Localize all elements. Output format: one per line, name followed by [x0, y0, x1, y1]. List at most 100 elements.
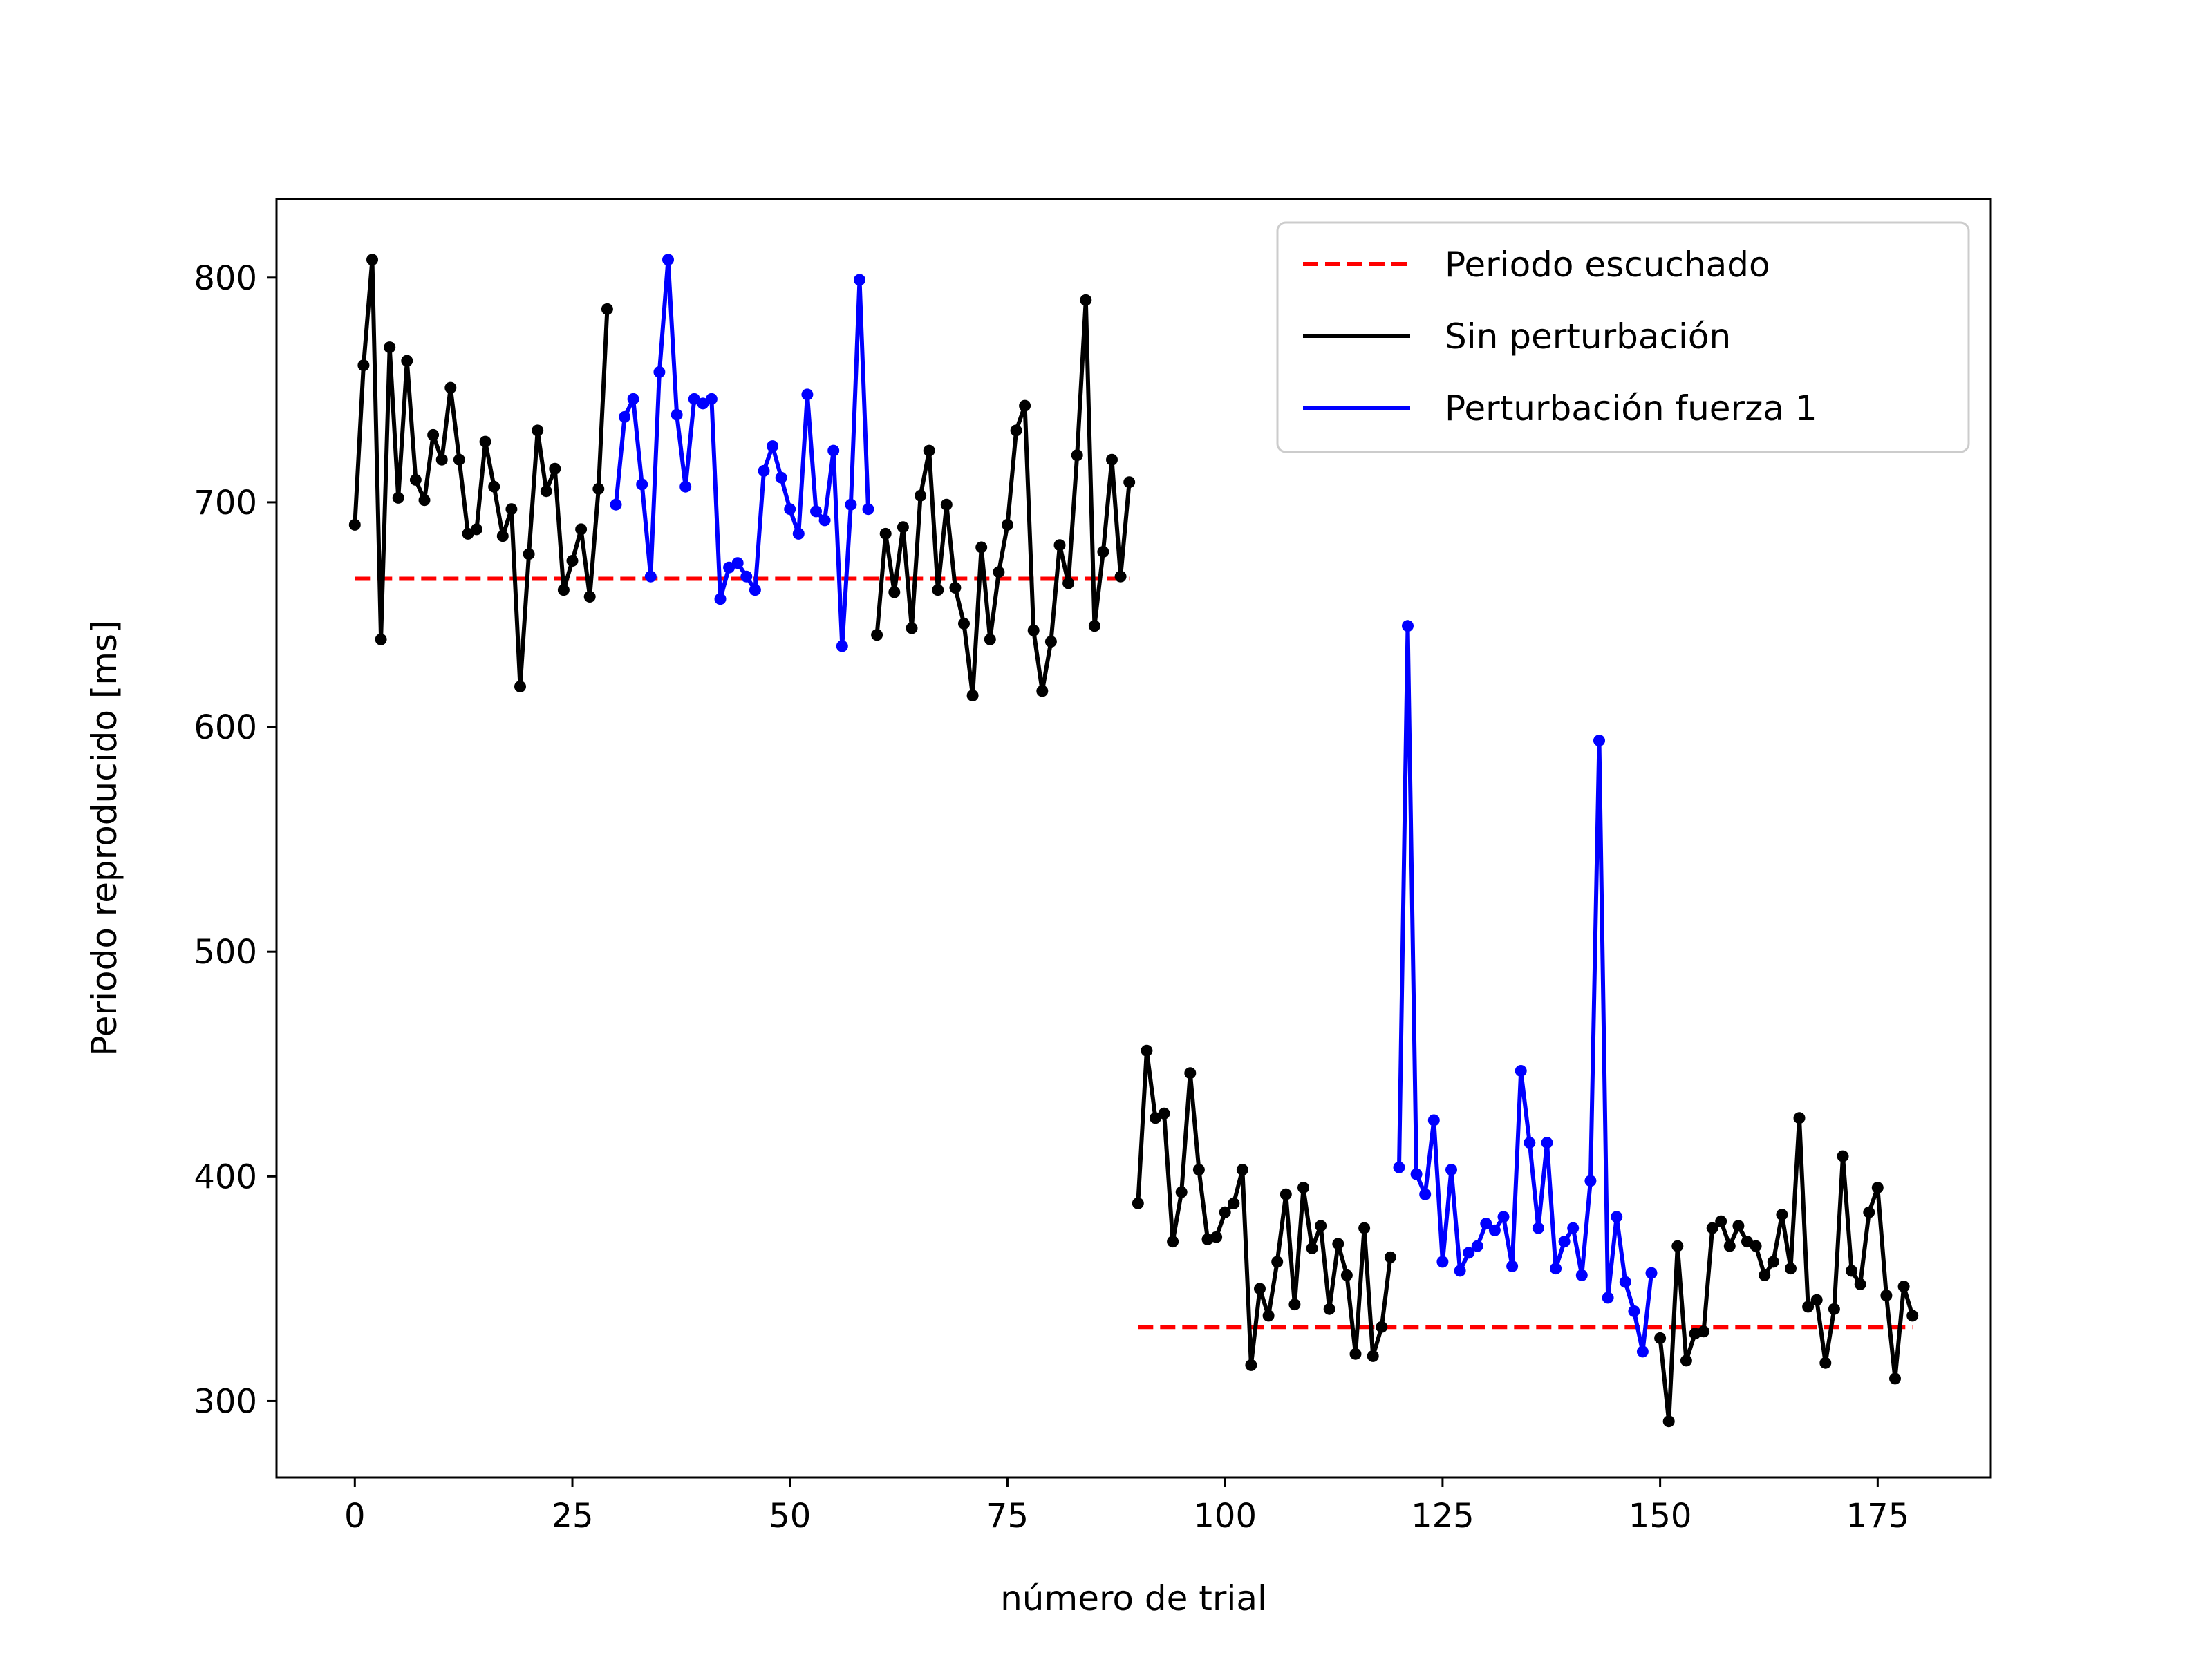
data-point	[496, 530, 509, 542]
data-point	[1567, 1222, 1580, 1234]
data-point	[566, 555, 579, 567]
data-point	[1210, 1231, 1223, 1243]
data-point	[1723, 1240, 1736, 1252]
data-point	[1654, 1332, 1667, 1344]
data-point	[792, 527, 805, 540]
data-point	[1044, 636, 1057, 648]
data-point	[575, 523, 588, 536]
x-tick-label: 75	[986, 1497, 1029, 1536]
data-point	[427, 428, 440, 441]
data-point	[1071, 449, 1083, 462]
data-point	[879, 527, 892, 540]
y-axis-label: Periodo reproducido [ms]	[84, 620, 124, 1056]
data-point	[1036, 685, 1049, 697]
data-point	[644, 570, 657, 583]
data-point	[453, 453, 465, 466]
data-point	[818, 514, 831, 527]
data-point	[749, 584, 761, 596]
data-point	[1863, 1206, 1875, 1218]
data-point	[1828, 1303, 1840, 1315]
data-point	[662, 254, 674, 266]
data-point	[1062, 577, 1075, 589]
y-tick-label: 600	[194, 708, 257, 747]
data-point	[1767, 1256, 1779, 1268]
data-point	[1323, 1303, 1335, 1315]
data-point	[1454, 1265, 1466, 1277]
data-point	[731, 557, 744, 569]
x-tick-label: 150	[1629, 1497, 1692, 1536]
data-point	[827, 444, 840, 457]
data-point	[1524, 1137, 1536, 1149]
data-point	[1550, 1263, 1562, 1275]
x-tick-label: 50	[769, 1497, 811, 1536]
data-point	[1488, 1224, 1501, 1236]
data-point	[1228, 1197, 1240, 1209]
data-point	[1906, 1310, 1919, 1322]
legend-label: Sin perturbación	[1445, 317, 1731, 357]
data-point	[401, 355, 413, 367]
data-point	[1393, 1161, 1405, 1173]
series-line-perturbacion-fuerza-1	[614, 257, 870, 648]
data-point	[1628, 1305, 1640, 1317]
data-point	[471, 523, 482, 536]
data-point	[758, 464, 770, 477]
data-point	[514, 681, 526, 692]
data-point	[1715, 1215, 1727, 1227]
data-point	[1810, 1294, 1823, 1306]
data-point	[915, 489, 927, 502]
data-point	[1332, 1238, 1344, 1250]
data-point	[1541, 1137, 1553, 1149]
data-point	[740, 570, 753, 583]
data-point	[958, 618, 970, 630]
data-point	[357, 359, 370, 372]
data-point	[784, 503, 796, 516]
data-point	[1897, 1281, 1910, 1293]
data-point	[1575, 1269, 1588, 1281]
data-point	[1515, 1065, 1527, 1077]
data-point	[1880, 1290, 1893, 1302]
data-point	[1114, 570, 1127, 583]
data-point	[1254, 1283, 1266, 1295]
data-point	[1297, 1182, 1309, 1194]
data-point	[923, 444, 935, 457]
data-point	[993, 566, 1005, 578]
data-point	[418, 494, 431, 507]
data-point	[1315, 1220, 1327, 1232]
data-point	[1053, 539, 1066, 551]
data-point	[505, 503, 518, 516]
data-point	[627, 393, 639, 405]
data-point	[392, 491, 404, 504]
data-point	[1558, 1236, 1571, 1248]
data-point	[1889, 1372, 1901, 1385]
data-point	[984, 633, 996, 645]
data-point	[1645, 1267, 1658, 1279]
axes-frame	[275, 198, 1992, 1479]
data-point	[679, 480, 692, 493]
data-point	[1123, 476, 1136, 489]
data-point	[1280, 1188, 1292, 1200]
legend-label: Perturbación fuerza 1	[1445, 388, 1817, 428]
data-point	[906, 622, 918, 634]
data-point	[1184, 1067, 1197, 1079]
data-point	[1402, 620, 1414, 632]
data-point	[723, 561, 735, 574]
data-point	[1819, 1357, 1832, 1369]
data-point	[845, 498, 857, 511]
data-point	[1463, 1247, 1475, 1259]
data-point	[1245, 1359, 1257, 1371]
data-point	[714, 593, 727, 605]
data-point	[1002, 518, 1013, 531]
data-point	[557, 584, 570, 596]
data-point	[348, 518, 361, 531]
data-point	[1019, 399, 1031, 412]
data-point	[1358, 1222, 1371, 1234]
data-point	[671, 408, 683, 421]
data-point	[1636, 1345, 1649, 1358]
x-axis-label: número de trial	[1000, 1578, 1267, 1618]
data-point	[1167, 1236, 1179, 1248]
plot-layer	[348, 254, 1919, 1428]
series-line-perturbacion-fuerza-1	[1397, 623, 1653, 1354]
data-point	[1027, 624, 1040, 636]
data-point	[1236, 1164, 1248, 1176]
data-point	[854, 274, 865, 286]
